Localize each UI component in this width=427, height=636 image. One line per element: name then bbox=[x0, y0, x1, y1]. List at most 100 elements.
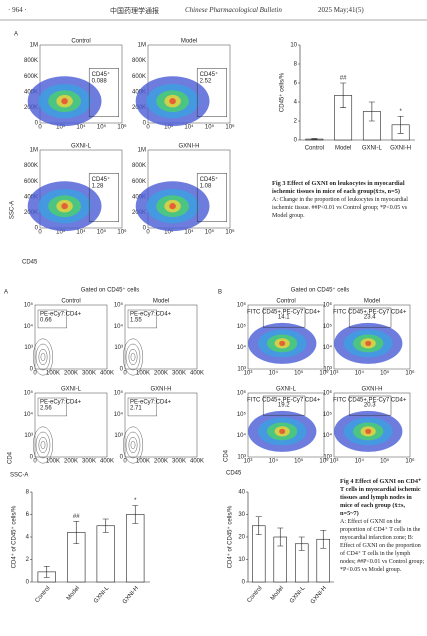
gate-label: FITC CD45+,PE-Cy7 CD4+ bbox=[333, 310, 407, 316]
contour bbox=[40, 352, 46, 362]
y-tick-label: 2 bbox=[26, 557, 30, 563]
plot-title: GXNI-H bbox=[151, 387, 172, 393]
y-tick-label: 20 bbox=[238, 535, 245, 541]
error-bar bbox=[255, 516, 262, 536]
y-tick-label: 10⁵ bbox=[323, 411, 333, 418]
gate-value: 2.71 bbox=[130, 406, 142, 412]
axis-label: CD45⁺ cells/% bbox=[279, 72, 286, 112]
density bbox=[169, 203, 176, 210]
gate-value: 19.2 bbox=[278, 403, 290, 409]
caption-body: A: Change in the proportion of leukocyte… bbox=[272, 197, 408, 219]
plot-title: GXNI-H bbox=[179, 144, 200, 150]
y-tick-label: 10⁴ bbox=[237, 344, 247, 351]
y-tick-label: 0 bbox=[242, 580, 246, 586]
x-tick-label: 10⁶ bbox=[225, 124, 235, 131]
x-tick-label: 10³ bbox=[56, 125, 65, 131]
significance: ## bbox=[340, 76, 347, 82]
x-tick-label: 100K bbox=[46, 459, 60, 465]
x-tick-label: 10⁶ bbox=[117, 229, 127, 236]
gate bbox=[196, 68, 227, 118]
y-tick-label: 0 bbox=[30, 367, 34, 373]
gate bbox=[37, 397, 67, 417]
y-tick-label: 10⁶ bbox=[323, 390, 333, 397]
gate-label: CD45⁺ bbox=[92, 71, 111, 78]
x-tick-label: GXNI-H bbox=[390, 146, 411, 152]
x-tick-label: 10³ bbox=[164, 230, 173, 236]
y-tick-label: 10⁵ bbox=[237, 411, 247, 418]
x-tick-label: 10⁴ bbox=[76, 124, 86, 131]
y-tick-label: 30 bbox=[238, 512, 245, 518]
y-tick-label: 10³ bbox=[323, 367, 332, 373]
y-tick-label: 800K bbox=[132, 163, 146, 169]
y-tick-label: 600K bbox=[132, 74, 146, 80]
panel-label: B bbox=[218, 290, 222, 296]
x-tick-label: 200K bbox=[154, 459, 168, 465]
y-tick-label: 6 bbox=[294, 81, 298, 87]
y-tick-label: 10⁵ bbox=[237, 323, 247, 330]
contour bbox=[33, 426, 54, 464]
gate bbox=[37, 309, 67, 329]
axis-label: CD45 bbox=[226, 471, 242, 477]
issue: 2025 May;41(5) bbox=[318, 6, 364, 14]
y-tick-label: 1M bbox=[138, 148, 146, 154]
gate-value: 23.4 bbox=[364, 315, 376, 321]
x-tick-label: GXNI-L bbox=[289, 585, 307, 605]
gate bbox=[196, 173, 227, 223]
gate-value: 0.088 bbox=[92, 78, 108, 84]
axis-label: CD4 bbox=[8, 451, 14, 464]
y-tick-label: 10 bbox=[238, 557, 245, 563]
gate-label: CD45⁺ bbox=[200, 176, 219, 183]
bar bbox=[96, 525, 115, 583]
x-tick-label: 10⁶ bbox=[319, 370, 329, 377]
axis-label: SSC-A bbox=[10, 201, 16, 219]
y-tick-label: 10⁵ bbox=[114, 390, 124, 397]
gate bbox=[127, 397, 157, 417]
bar bbox=[126, 514, 145, 583]
y-tick-label: 10 bbox=[290, 43, 297, 49]
x-tick-label: Model bbox=[270, 585, 285, 601]
plot-title: Model bbox=[181, 39, 197, 45]
y-tick-label: 8 bbox=[26, 490, 30, 496]
x-tick-label: 10⁵ bbox=[97, 229, 107, 236]
x-tick-label: 100K bbox=[46, 371, 60, 377]
y-tick-label: 0 bbox=[35, 226, 39, 232]
error-bar bbox=[320, 529, 327, 549]
error-bar bbox=[311, 138, 318, 140]
gate bbox=[127, 309, 157, 329]
contour bbox=[38, 437, 48, 454]
x-tick-label: 100K bbox=[136, 371, 150, 377]
contour bbox=[35, 431, 51, 459]
y-tick-label: 0 bbox=[35, 121, 39, 127]
y-tick-label: 10³ bbox=[24, 345, 33, 351]
y-tick-label: 800K bbox=[24, 163, 38, 169]
x-tick-label: 10⁶ bbox=[319, 458, 329, 465]
plot-frame bbox=[124, 304, 198, 370]
density bbox=[61, 98, 68, 105]
x-tick-label: Control bbox=[305, 146, 324, 152]
gate-title: Gated on CD45⁺ cells bbox=[81, 287, 140, 294]
x-tick-label: 10⁴ bbox=[269, 370, 279, 377]
gate-value: 2.56 bbox=[40, 406, 52, 412]
contour bbox=[125, 431, 141, 459]
x-tick-label: GXNI-L bbox=[93, 585, 111, 605]
plot-title: GXNI-H bbox=[362, 387, 383, 393]
x-tick-label: 400K bbox=[100, 459, 114, 465]
caption-title: Fig 3 Effect of GXNI on leukocytes in my… bbox=[272, 180, 405, 195]
error-bar bbox=[73, 520, 80, 545]
x-tick-label: 10⁴ bbox=[269, 458, 279, 465]
y-tick-label: 8 bbox=[294, 62, 298, 68]
plot-frame bbox=[247, 304, 325, 370]
plot-frame bbox=[34, 304, 108, 370]
contour bbox=[125, 343, 141, 371]
density bbox=[169, 98, 176, 105]
plot-title: GXNI-L bbox=[71, 144, 92, 150]
gate-value: 20.3 bbox=[364, 403, 376, 409]
gate-label: FITC CD45+,PE-Cy7 CD4+ bbox=[247, 310, 321, 316]
x-tick-label: 0 bbox=[38, 125, 42, 131]
gate-label: PE-eCy7:CD4+ bbox=[130, 400, 172, 406]
significance: * bbox=[134, 498, 137, 504]
plot-frame bbox=[124, 392, 198, 458]
x-tick-label: 400K bbox=[100, 371, 114, 377]
y-tick-label: 600K bbox=[24, 74, 38, 80]
